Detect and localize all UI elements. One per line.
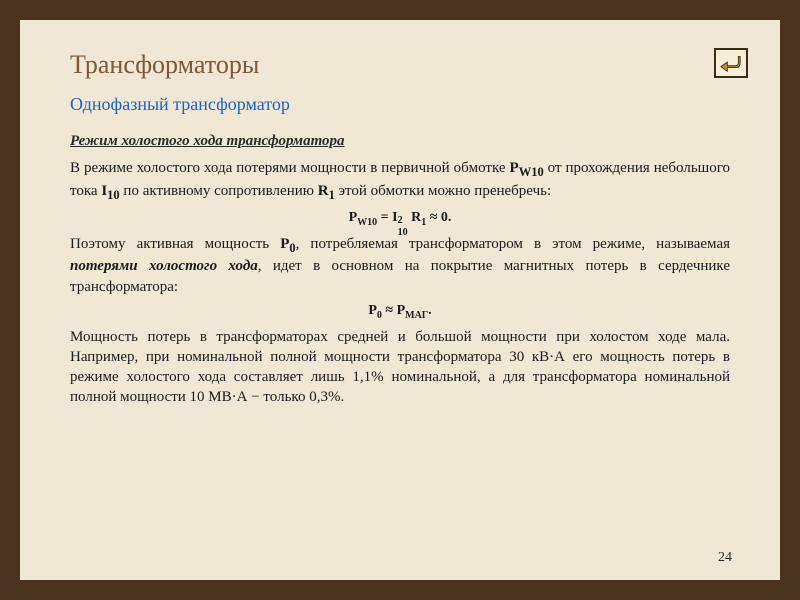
sub: МАГ: [405, 310, 428, 321]
tail: .: [428, 303, 432, 318]
text: Поэтому активная мощность: [70, 236, 280, 252]
paragraph-3: Мощность потерь в трансформаторах средне…: [70, 327, 730, 408]
page-number: 24: [718, 550, 732, 566]
return-arrow-icon: [720, 53, 742, 73]
sup: 2: [398, 215, 403, 226]
sub: W10: [519, 165, 544, 179]
text: по активному сопротивлению: [120, 183, 318, 199]
text: , потребляемая трансформатором в этом ре…: [296, 236, 730, 252]
mid: ≈ P: [382, 303, 405, 318]
back-button[interactable]: [714, 48, 748, 78]
slide-subtitle: Однофазный трансформатор: [70, 94, 730, 115]
paragraph-1: В режиме холостого хода потерями мощност…: [70, 158, 730, 204]
formula-1: PW10 = I210 R1 ≈ 0.: [70, 210, 730, 228]
text: В режиме холостого хода потерями мощност…: [70, 160, 510, 176]
sym: P: [349, 210, 358, 225]
slide: Трансформаторы Однофазный трансформатор …: [20, 20, 780, 580]
sym: P: [510, 160, 519, 176]
sym: R: [411, 210, 421, 225]
text: этой обмотки можно пренебречь:: [335, 183, 551, 199]
paragraph-2: Поэтому активная мощность P0, потребляем…: [70, 234, 730, 297]
op: =: [377, 210, 392, 225]
sub: W10: [357, 217, 377, 228]
section-heading: Режим холостого хода трансформатора: [70, 133, 730, 150]
tail: ≈ 0.: [426, 210, 451, 225]
italic-term: потерями холостого хода: [70, 258, 258, 274]
slide-title: Трансформаторы: [70, 50, 730, 80]
sym: P: [280, 236, 289, 252]
sub: 10: [107, 188, 120, 202]
sub: 10: [398, 227, 408, 238]
formula-2: P0 ≈ PМАГ.: [70, 303, 730, 321]
sym: P: [368, 303, 377, 318]
sym: R: [318, 183, 329, 199]
